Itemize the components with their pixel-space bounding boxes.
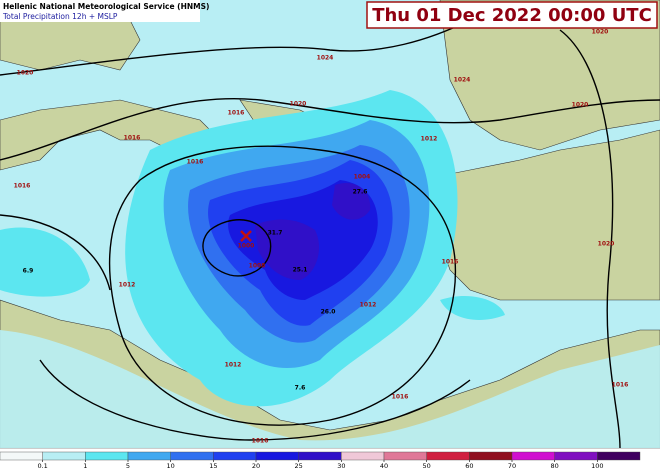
colorbar-label: 20 <box>252 462 260 470</box>
colorbar-label: 40 <box>380 462 388 470</box>
colorbar-label: 70 <box>508 462 516 470</box>
isobar-label: 1024 <box>317 55 334 62</box>
colorbar-label: 50 <box>423 462 431 470</box>
colorbar-swatch <box>469 451 513 461</box>
isobar <box>202 219 272 277</box>
isobar-label: 1012 <box>225 362 242 369</box>
isobar-label: 1012 <box>421 136 438 143</box>
colorbar-swatch <box>213 451 257 461</box>
isobar-label: 1020 <box>572 102 589 109</box>
isobar-label: 1024 <box>454 77 471 84</box>
precip-label: 26.0 <box>321 309 336 316</box>
precip-label: 7.6 <box>295 385 306 392</box>
colorbar-swatch <box>170 451 214 461</box>
colorbar: 0.1 1 5 10 15 20 25 30 40 50 60 70 80 100 <box>0 451 641 470</box>
isobar-label: 1012 <box>360 302 377 309</box>
colorbar-swatch <box>127 451 171 461</box>
isobar-label: 1012 <box>119 282 136 289</box>
low-centre <box>240 230 252 242</box>
isobar-label: 1020 <box>598 241 615 248</box>
colorbar-swatch <box>554 451 598 461</box>
isobar-label: 1016 <box>392 394 409 401</box>
isobar <box>0 19 471 76</box>
header-subtitle: Total Precipitation 12h + MSLP <box>2 12 118 21</box>
colorbar-label: 60 <box>465 462 473 470</box>
header-title: Hellenic National Meteorological Service… <box>3 2 209 11</box>
precip-area <box>0 330 660 448</box>
colorbar-label: 25 <box>295 462 303 470</box>
colorbar-swatch <box>341 451 385 461</box>
isobar-label: 1008 <box>249 263 266 270</box>
colorbar-swatch <box>42 451 86 461</box>
isobar-label: 1016 <box>612 382 629 389</box>
colorbar-swatch <box>0 451 43 461</box>
isobar-label: 1020 <box>592 29 609 36</box>
colorbar-swatch <box>426 451 470 461</box>
precip-label: 6.9 <box>23 268 34 275</box>
isobar-label: 1020 <box>290 101 307 108</box>
isobar-label: 1016 <box>228 110 245 117</box>
black-sea-coast <box>439 0 660 151</box>
isobar <box>0 214 111 291</box>
colorbar-label: 10 <box>167 462 175 470</box>
isobars <box>0 19 660 449</box>
precipitation-layer <box>0 90 660 448</box>
isobar <box>559 29 621 449</box>
isobar-label: 1016 <box>252 438 269 445</box>
isobar-label: 1016 <box>14 183 31 190</box>
colorbar-swatch <box>85 451 129 461</box>
colorbar-swatch <box>511 451 555 461</box>
precip-label: 25.1 <box>293 267 308 274</box>
time-box <box>366 1 658 29</box>
precip-area <box>0 227 90 297</box>
italy-north <box>0 99 221 171</box>
colorbar-swatch <box>255 451 299 461</box>
precip-label: 31.7 <box>268 230 283 237</box>
colorbar-label: 1 <box>83 462 87 470</box>
colorbar-label: 5 <box>126 462 130 470</box>
isobar-label: 1016 <box>124 135 141 142</box>
colorbar-label: 15 <box>209 462 217 470</box>
header-box <box>0 0 200 22</box>
isobar-label: 1004 <box>354 174 371 181</box>
precip-area <box>255 219 320 280</box>
colorbar-label: 100 <box>591 462 603 470</box>
colorbar-label: 0.1 <box>37 462 47 470</box>
colorbar-swatch <box>597 451 641 461</box>
isobar <box>39 359 471 441</box>
isobar <box>108 145 457 426</box>
isobar-label: 1016 <box>442 259 459 266</box>
precip-area <box>332 182 371 220</box>
colorbar-swatch <box>298 451 342 461</box>
isobar-label: 1020 <box>17 70 34 77</box>
isobar <box>0 98 660 161</box>
colorbar-label: 80 <box>551 462 559 470</box>
valid-time: Thu 01 Dec 2022 00:00 UTC <box>372 5 652 26</box>
isobar-label: 1016 <box>187 159 204 166</box>
precip-area <box>440 295 505 320</box>
colorbar-swatch <box>383 451 427 461</box>
precip-label: 27.6 <box>353 189 368 196</box>
map-labels: 1020 1024 1024 1016 1020 1020 1016 1012 1016 1008… <box>14 29 629 445</box>
low-label: 1000 <box>238 243 255 250</box>
colorbar-label: 30 <box>337 462 345 470</box>
